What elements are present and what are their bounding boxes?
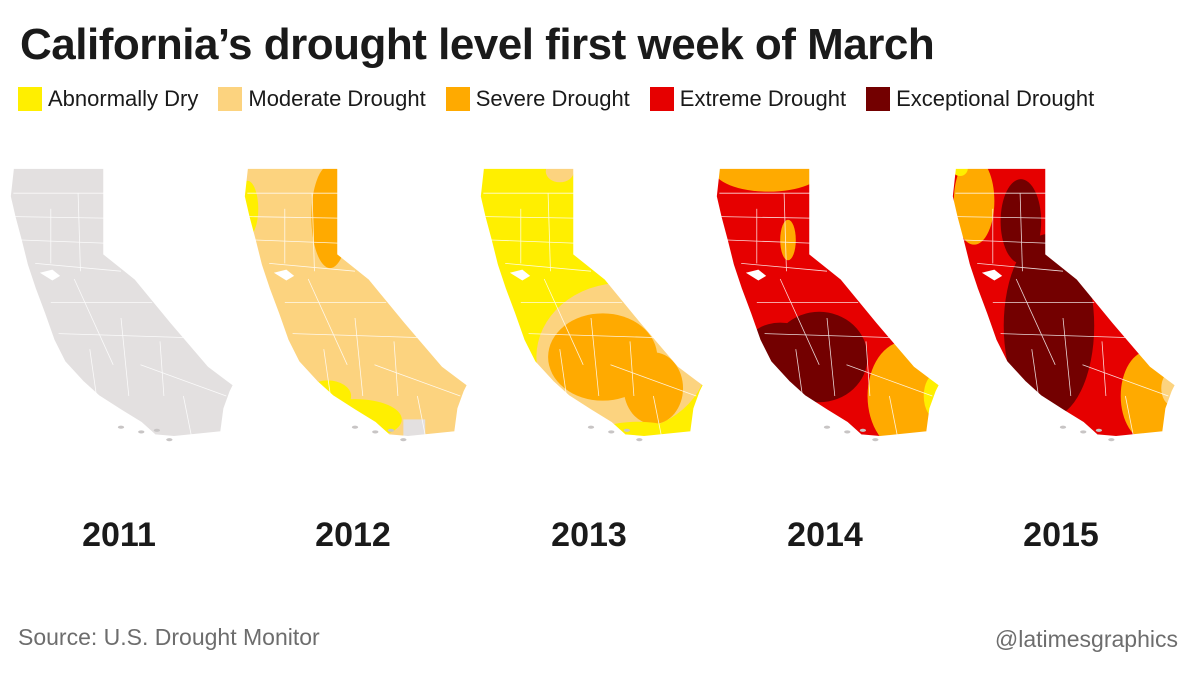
california-map-2014 bbox=[715, 167, 941, 442]
channel-island bbox=[872, 438, 879, 442]
legend-swatch-severe-drought bbox=[445, 87, 470, 111]
channel-island bbox=[1095, 428, 1102, 432]
zone-severe-drought bbox=[716, 168, 824, 192]
map-row: 2011 2012 2013 2014 2015 bbox=[0, 160, 1200, 554]
california-shape bbox=[243, 167, 469, 442]
california-shape bbox=[951, 167, 1177, 442]
legend-swatch-moderate-drought bbox=[218, 87, 243, 111]
source-note: Source: U.S. Drought Monitor bbox=[18, 624, 320, 650]
state-outline bbox=[9, 167, 235, 438]
map-panel-2015: 2015 bbox=[944, 160, 1178, 554]
legend-item-exceptional-drought: Exceptional Drought bbox=[866, 86, 1094, 112]
legend-item-extreme-drought: Extreme Drought bbox=[649, 86, 847, 112]
zone-severe-drought bbox=[780, 219, 796, 261]
channel-island bbox=[823, 425, 831, 429]
year-label-2012: 2012 bbox=[315, 516, 391, 554]
map-panel-2014: 2014 bbox=[708, 160, 942, 554]
map-panel-2012: 2012 bbox=[236, 160, 470, 554]
state-outline bbox=[951, 167, 1177, 438]
channel-island bbox=[138, 430, 145, 434]
channel-island bbox=[351, 425, 359, 429]
legend-label: Extreme Drought bbox=[679, 86, 847, 111]
zone-severe-drought bbox=[953, 168, 995, 245]
california-map-2013 bbox=[479, 167, 705, 442]
zone-severe-drought bbox=[623, 352, 684, 425]
year-label-2013: 2013 bbox=[551, 516, 627, 554]
state-outline bbox=[479, 167, 705, 438]
state-outline bbox=[715, 167, 941, 438]
channel-island bbox=[623, 428, 630, 432]
legend-item-abnormally-dry: Abnormally Dry bbox=[18, 86, 198, 112]
legend-label: Severe Drought bbox=[475, 86, 630, 111]
zone-abnormally-dry bbox=[304, 380, 352, 412]
channel-island bbox=[608, 430, 615, 434]
channel-island bbox=[372, 430, 379, 434]
channel-island bbox=[1108, 438, 1115, 442]
zone-moderate-drought bbox=[1161, 371, 1176, 406]
channel-island bbox=[1080, 430, 1087, 434]
california-map-2011 bbox=[9, 167, 235, 442]
county-lines bbox=[955, 192, 1169, 436]
channel-island bbox=[400, 438, 407, 442]
legend-item-severe-drought: Severe Drought bbox=[445, 86, 630, 112]
channel-island bbox=[636, 438, 643, 442]
bay-area-water bbox=[273, 269, 295, 281]
legend-label: Abnormally Dry bbox=[48, 86, 199, 111]
year-label-2014: 2014 bbox=[787, 516, 863, 554]
county-lines bbox=[13, 192, 227, 436]
bay-area-water bbox=[745, 269, 767, 281]
county-lines bbox=[247, 192, 461, 436]
year-label-2011: 2011 bbox=[82, 516, 156, 554]
zone-exceptional-drought bbox=[749, 322, 812, 364]
channel-island bbox=[859, 428, 866, 432]
map-panel-2013: 2013 bbox=[472, 160, 706, 554]
channel-island bbox=[387, 428, 394, 432]
california-map-2012 bbox=[243, 167, 469, 442]
california-shape bbox=[715, 167, 941, 442]
channel-island bbox=[844, 430, 851, 434]
legend-swatch-extreme-drought bbox=[649, 87, 674, 111]
county-lines bbox=[719, 192, 933, 436]
credit-note: @latimesgraphics bbox=[994, 626, 1178, 652]
bay-area-water bbox=[39, 269, 61, 281]
zone-moderate-drought bbox=[545, 168, 574, 183]
zone-abnormally-dry bbox=[952, 168, 968, 177]
legend-swatch-exceptional-drought bbox=[866, 87, 891, 111]
bay-area-water bbox=[509, 269, 531, 281]
california-shape bbox=[9, 167, 235, 442]
california-shape bbox=[479, 167, 705, 442]
zone-severe-drought bbox=[311, 168, 349, 269]
map-panel-2011: 2011 bbox=[2, 160, 236, 554]
year-label-2015: 2015 bbox=[1023, 516, 1099, 554]
legend-label: Moderate Drought bbox=[248, 86, 426, 111]
state-outline bbox=[243, 167, 469, 438]
bay-area-water bbox=[981, 269, 1003, 281]
california-map-2015 bbox=[951, 167, 1177, 442]
channel-island bbox=[153, 428, 160, 432]
legend-swatch-abnormally-dry bbox=[18, 87, 42, 111]
legend-item-moderate-drought: Moderate Drought bbox=[218, 86, 426, 112]
chart-title: California’s drought level first week of… bbox=[20, 20, 935, 69]
legend-label: Exceptional Drought bbox=[896, 86, 1095, 111]
channel-island bbox=[166, 438, 173, 442]
channel-island bbox=[117, 425, 125, 429]
legend: Abnormally Dry Moderate Drought Severe D… bbox=[18, 86, 1094, 112]
channel-island bbox=[587, 425, 595, 429]
channel-island bbox=[1059, 425, 1067, 429]
zone-exceptional-drought bbox=[1003, 233, 1095, 418]
zone-no-drought bbox=[403, 419, 426, 437]
